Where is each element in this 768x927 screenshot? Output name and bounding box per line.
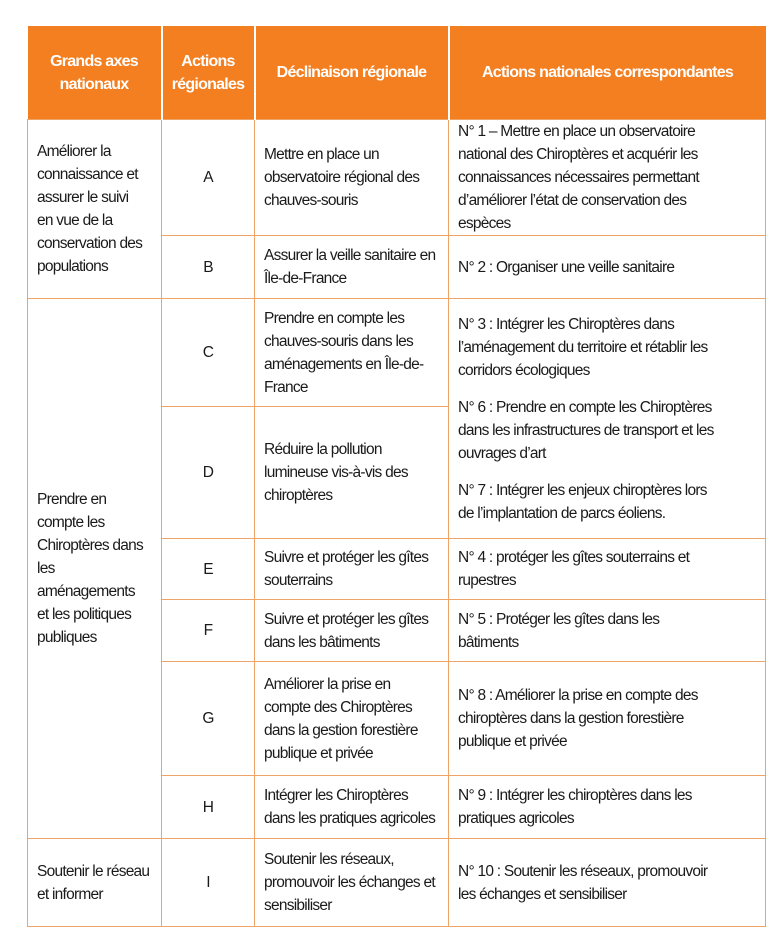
national-cell: N° 1 – Mettre en place un observatoire n…: [448, 119, 766, 236]
letter-cell: G: [161, 661, 255, 776]
table-row: D Réduire la pollution lumineuse vis-à-v…: [28, 406, 766, 539]
regional-cell: Réduire la pollution lumineuse vis-à-vis…: [254, 406, 449, 539]
header-actions-nationales: Actions nationales correspondantes: [447, 26, 766, 120]
regional-cell: Intégrer les Chiroptères dans les pratiq…: [254, 775, 449, 839]
letter-cell: E: [161, 538, 255, 600]
table-row: Prendre en compte les Chiroptères dans l…: [27, 298, 766, 839]
letter-cell: I: [161, 838, 255, 927]
national-cell: N° 5 : Protéger les gîtes dans les bâtim…: [448, 599, 766, 662]
letter-cell: D: [161, 406, 255, 539]
header-grands-axes: Grands axes nationaux: [27, 26, 162, 120]
actions-table: Grands axes nationaux Actions régionales…: [27, 26, 766, 927]
regional-cell: Assurer la veille sanitaire en Île-de-Fr…: [254, 235, 449, 299]
axis-cell: Soutenir le réseau et informer: [27, 838, 162, 927]
regional-cell: Améliorer la prise en compte des Chiropt…: [254, 661, 449, 776]
table-row: F Suivre et protéger les gîtes dans les …: [28, 599, 766, 662]
national-cell: N° 10 : Soutenir les réseaux, promouvoir…: [448, 838, 766, 927]
national-cell-merged: N° 3 : Intégrer les Chiroptères dans l’a…: [448, 298, 766, 539]
table-row: Améliorer la connaissance et assurer le …: [27, 119, 766, 299]
national-action-6: N° 6 : Prendre en compte les Chiroptères…: [458, 398, 714, 462]
letter-cell: F: [161, 599, 255, 662]
regional-cell: Mettre en place un observatoire régional…: [254, 119, 449, 236]
axis-cell: Prendre en compte les Chiroptères dans l…: [27, 298, 162, 839]
regional-cell: Soutenir les réseaux, promouvoir les éch…: [254, 838, 449, 927]
letter-cell: A: [161, 119, 255, 236]
regional-cell: Suivre et protéger les gîtes dans les bâ…: [254, 599, 449, 662]
national-cell: N° 2 : Organiser une veille sanitaire: [448, 235, 766, 299]
national-cell: N° 4 : protéger les gîtes souterrains et…: [448, 538, 766, 600]
national-action-3: N° 3 : Intégrer les Chiroptères dans l’a…: [458, 315, 708, 379]
regional-cell: Suivre et protéger les gîtes souterrains: [254, 538, 449, 600]
axis-cell: Améliorer la connaissance et assurer le …: [27, 119, 162, 299]
header-actions-regionales: Actions régionales: [160, 26, 255, 120]
national-cell: N° 9 : Intégrer les chiroptères dans les…: [448, 775, 766, 839]
letter-cell: C: [161, 298, 255, 407]
header-declinaison: Déclinaison régionale: [253, 26, 449, 120]
national-action-7: N° 7 : Intégrer les enjeux chiroptères l…: [458, 481, 708, 522]
table-row: Soutenir le réseau et informer I Souteni…: [27, 838, 766, 927]
letter-cell: H: [161, 775, 255, 839]
table-row: G Améliorer la prise en compte des Chiro…: [28, 661, 766, 776]
national-cell: N° 8 : Améliorer la prise en compte des …: [448, 661, 766, 776]
regional-cell: Prendre en compte les chauves-souris dan…: [254, 298, 449, 407]
header-row: Grands axes nationaux Actions régionales…: [27, 26, 766, 120]
letter-cell: B: [161, 235, 255, 299]
table-row: B Assurer la veille sanitaire en Île-de-…: [28, 235, 766, 299]
